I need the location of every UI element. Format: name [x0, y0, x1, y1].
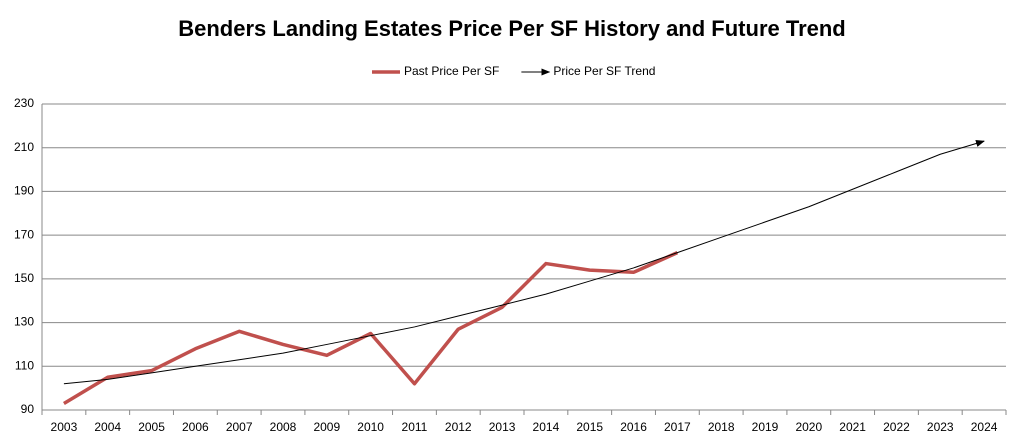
x-tick-label: 2013: [489, 420, 516, 434]
y-tick-label: 170: [14, 227, 34, 241]
x-tick-label: 2011: [402, 420, 428, 434]
series-line: [63, 251, 679, 405]
x-tick-label: 2003: [51, 420, 78, 434]
x-tick-label: 2022: [883, 420, 910, 434]
y-tick-label: 90: [21, 402, 35, 416]
legend-label: Price Per SF Trend: [553, 64, 655, 78]
x-tick-label: 2015: [576, 420, 603, 434]
x-tick-label: 2024: [971, 420, 998, 434]
x-tick-label: 2023: [927, 420, 954, 434]
x-tick-label: 2018: [708, 420, 735, 434]
chart-title: Benders Landing Estates Price Per SF His…: [178, 16, 846, 41]
x-tick-label: 2014: [533, 420, 560, 434]
x-tick-label: 2007: [226, 420, 253, 434]
x-tick-label: 2019: [752, 420, 779, 434]
y-tick-label: 150: [14, 271, 34, 285]
x-tick-label: 2010: [357, 420, 384, 434]
x-tick-label: 2012: [445, 420, 472, 434]
x-tick-label: 2021: [839, 420, 866, 434]
series-line: [63, 140, 985, 385]
y-tick-label: 210: [14, 140, 34, 154]
x-tick-label: 2009: [313, 420, 340, 434]
x-tick-label: 2017: [664, 420, 691, 434]
x-tick-label: 2020: [795, 420, 822, 434]
x-tick-label: 2005: [138, 420, 165, 434]
legend-label: Past Price Per SF: [404, 64, 499, 78]
y-tick-label: 190: [14, 184, 34, 198]
y-tick-label: 230: [14, 96, 34, 110]
x-tick-label: 2004: [94, 420, 121, 434]
x-tick-label: 2008: [270, 420, 297, 434]
y-tick-label: 130: [14, 315, 34, 329]
x-tick-label: 2006: [182, 420, 209, 434]
x-tick-label: 2016: [620, 420, 647, 434]
y-tick-label: 110: [15, 358, 34, 372]
